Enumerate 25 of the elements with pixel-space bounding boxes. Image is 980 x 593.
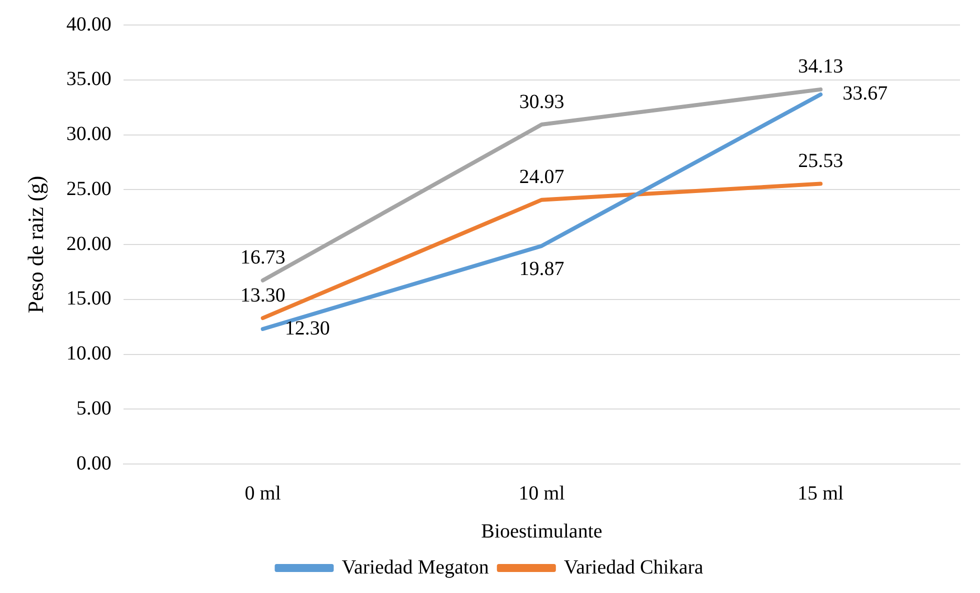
y-tick-label: 35.00 (66, 68, 112, 90)
data-label: 13.30 (240, 284, 286, 306)
data-label: 16.73 (240, 246, 286, 269)
data-label: 12.30 (284, 317, 330, 340)
data-label: 34.13 (798, 56, 844, 78)
y-tick-label: 15.00 (66, 288, 112, 310)
y-tick-label: 40.00 (66, 13, 112, 36)
data-label: 24.07 (519, 166, 564, 188)
data-label: 19.87 (519, 258, 564, 280)
data-label: 25.53 (798, 150, 844, 172)
x-axis-title: Bioestimulante (481, 520, 602, 542)
y-tick-label: 0.00 (76, 452, 112, 474)
data-label: 33.67 (842, 82, 888, 105)
legend-label: Variedad Chikara (564, 556, 704, 578)
x-tick-label: 15 ml (798, 482, 844, 504)
data-label: 30.93 (519, 90, 564, 113)
y-tick-label: 10.00 (66, 342, 112, 364)
y-tick-label: 20.00 (66, 232, 112, 255)
y-tick-label: 25.00 (66, 178, 112, 200)
y-tick-label: 5.00 (76, 397, 112, 420)
x-tick-label: 10 ml (518, 482, 566, 504)
legend-label: Variedad Megaton (342, 556, 489, 578)
x-tick-label: 0 ml (244, 482, 282, 504)
y-tick-label: 30.00 (66, 123, 112, 145)
y-axis-title: Peso de raiz (g) (22, 176, 48, 314)
